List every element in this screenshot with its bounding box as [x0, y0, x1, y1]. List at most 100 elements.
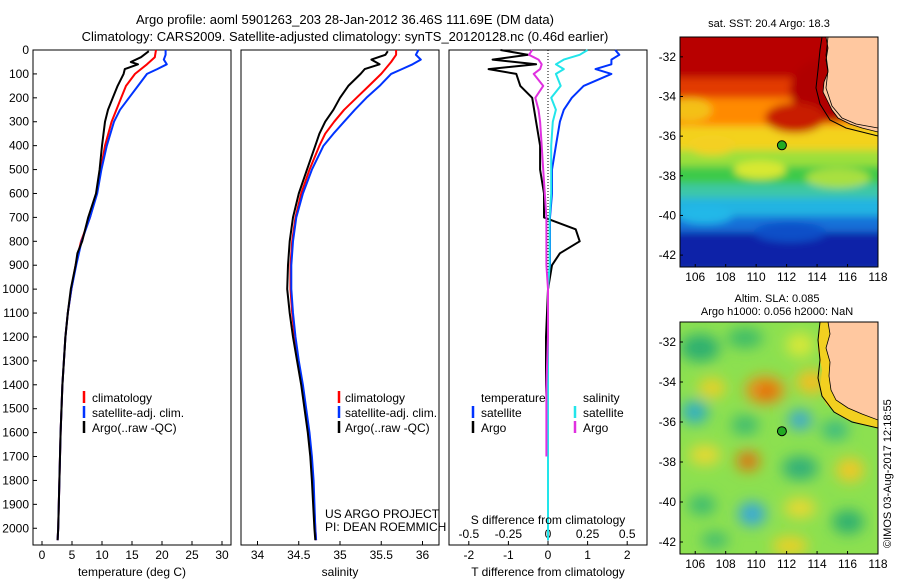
salinity-tick-label: 35.5 — [370, 548, 394, 562]
depth-tick-label: 1000 — [2, 282, 29, 296]
legend-label-t-argo: Argo — [481, 421, 507, 435]
difference-axis-ticks: -2 -1 0 1 2-0.5 -0.25 0 0.25 0.5 — [458, 527, 635, 562]
temperature-tick-label: 15 — [125, 548, 139, 562]
depth-tick-label: 1400 — [2, 378, 29, 392]
sla-field — [680, 328, 864, 554]
legend-label-argo: Argo(..raw -QC) — [92, 421, 177, 435]
difference-panel: -2 -1 0 1 2-0.5 -0.25 0 0.25 0.5 temperature sal… — [448, 49, 648, 579]
temperature-difference-tick-label: 0 — [545, 548, 552, 562]
depth-tick-label: 1700 — [2, 450, 29, 464]
latitude-tick-label: -34 — [659, 89, 677, 103]
depth-tick-label: 600 — [9, 186, 29, 200]
depth-tick-label: 300 — [9, 115, 29, 129]
latitude-tick-label: -42 — [659, 535, 677, 549]
legend-label-argo: Argo(..raw -QC) — [345, 421, 430, 435]
sst-field — [680, 37, 878, 267]
longitude-tick-label: 108 — [716, 270, 736, 284]
legend-label-satellite: satellite-adj. clim. — [92, 406, 184, 420]
temperature-profile-lines — [56, 49, 168, 541]
sla-map-panel: Altim. SLA: 0.085 Argo h1000: 0.056 h200… — [659, 293, 888, 571]
salinity-difference-axis-label: S difference from climatology — [471, 513, 626, 527]
depth-tick-label: 1200 — [2, 330, 29, 344]
temperature-axis-ticks: 0 5 10 15 20 25 30 — [39, 541, 229, 562]
difference-profile-lines — [487, 49, 621, 541]
legend-label-s-argo: Argo — [583, 421, 609, 435]
legend-title-temperature: temperature — [481, 391, 546, 405]
salinity-difference-tick-label: 0.25 — [576, 527, 600, 541]
depth-tick-label: 800 — [9, 234, 29, 248]
temperature-difference-tick-label: -2 — [463, 548, 474, 562]
depth-tick-label: 1900 — [2, 497, 29, 511]
longitude-tick-label: 108 — [716, 557, 736, 571]
depth-tick-label: 2000 — [2, 521, 29, 535]
temperature-tick-label: 0 — [39, 548, 46, 562]
sla-map-frame — [679, 321, 879, 555]
coast-contour — [825, 37, 878, 129]
salinity-axis-label: salinity — [322, 565, 359, 579]
figure-title-line2: Climatology: CARS2009. Satellite-adjuste… — [82, 29, 609, 44]
longitude-tick-label: 118 — [868, 557, 887, 571]
latitude-tick-label: -34 — [659, 375, 677, 389]
salinity-axes-frame — [240, 49, 440, 546]
sst-map-title: sat. SST: 20.4 Argo: 18.3 — [708, 18, 830, 30]
sst-map-ticks: 106 108 110 112 114 116 118 -32 -34 -36 -38 -40 -42 — [659, 50, 888, 284]
temperature-difference-axis-label: T difference from climatology — [471, 565, 625, 579]
sla-map-ticks: 106 108 110 112 114 116 118 -32 -34 -36 -38 -40 -42 — [659, 335, 888, 571]
imos-credit: ©IMOS 03-Aug-2017 12:18:55 — [882, 399, 894, 548]
legend-label-s-satellite: satellite — [583, 406, 624, 420]
profile-line-argo-salinity- — [528, 49, 549, 457]
temperature-legend: climatology satellite-adj. clim. Argo(..… — [82, 391, 184, 435]
pi-credit: PI: DEAN ROEMMICH — [325, 520, 446, 534]
salinity-panel: 34 34.5 35 35.5 36 climatology satellite-adj… — [240, 49, 446, 579]
temperature-axis-label: temperature (deg C) — [78, 565, 186, 579]
latitude-tick-label: -40 — [659, 495, 677, 509]
salinity-difference-tick-label: -0.5 — [458, 527, 479, 541]
land-australia — [822, 37, 878, 133]
depth-tick-label: 200 — [9, 91, 29, 105]
temperature-axes-frame — [32, 49, 232, 546]
temperature-tick-label: 25 — [185, 548, 199, 562]
longitude-tick-label: 116 — [838, 270, 857, 284]
argo-float-marker — [776, 140, 787, 151]
depth-tick-label: 1600 — [2, 426, 29, 440]
sst-map-panel: sat. SST: 20.4 Argo: 18.3 — [659, 18, 888, 284]
longitude-tick-label: 106 — [685, 557, 705, 571]
salinity-profile-lines — [286, 49, 422, 541]
depth-tick-label: 400 — [9, 139, 29, 153]
depth-tick-label: 900 — [9, 258, 29, 272]
project-credit: US ARGO PROJECT — [325, 507, 440, 521]
temperature-tick-label: 30 — [215, 548, 229, 562]
longitude-tick-label: 118 — [868, 270, 887, 284]
temperature-panel: 0100200300400500600700800900100011001200… — [2, 43, 232, 579]
salinity-tick-label: 36 — [416, 548, 430, 562]
salinity-axis-ticks: 34 34.5 35 35.5 36 — [251, 541, 430, 562]
sla-shelf-contour — [817, 322, 878, 429]
longitude-tick-label: 112 — [777, 557, 796, 571]
longitude-tick-label: 110 — [747, 557, 766, 571]
temperature-tick-label: 10 — [95, 548, 109, 562]
longitude-tick-label: 114 — [808, 557, 827, 571]
salinity-legend: climatology satellite-adj. clim. Argo(..… — [337, 391, 437, 435]
latitude-tick-label: -32 — [659, 50, 677, 64]
legend-label-climatology: climatology — [92, 391, 152, 405]
legend-label-climatology: climatology — [345, 391, 405, 405]
latitude-tick-label: -38 — [659, 455, 677, 469]
latitude-tick-label: -40 — [659, 208, 677, 222]
legend-label-satellite: satellite-adj. clim. — [345, 406, 437, 420]
temperature-difference-tick-label: 1 — [584, 548, 591, 562]
profile-line-argo-raw-qc- — [56, 50, 150, 541]
legend-label-t-satellite: satellite — [481, 406, 522, 420]
depth-tick-label: 1800 — [2, 473, 29, 487]
temperature-difference-tick-label: 2 — [624, 548, 631, 562]
longitude-tick-label: 114 — [808, 270, 827, 284]
longitude-tick-label: 116 — [838, 557, 857, 571]
argo-float-marker — [776, 426, 787, 437]
longitude-tick-label: 106 — [685, 270, 705, 284]
salinity-tick-label: 34.5 — [287, 548, 311, 562]
sla-map-subtitle: Argo h1000: 0.056 h2000: NaN — [701, 306, 853, 318]
sla-map-title: Altim. SLA: 0.085 — [735, 293, 820, 305]
latitude-tick-label: -32 — [659, 335, 677, 349]
legend-title-salinity: salinity — [583, 391, 620, 405]
salinity-tick-label: 35 — [333, 548, 347, 562]
